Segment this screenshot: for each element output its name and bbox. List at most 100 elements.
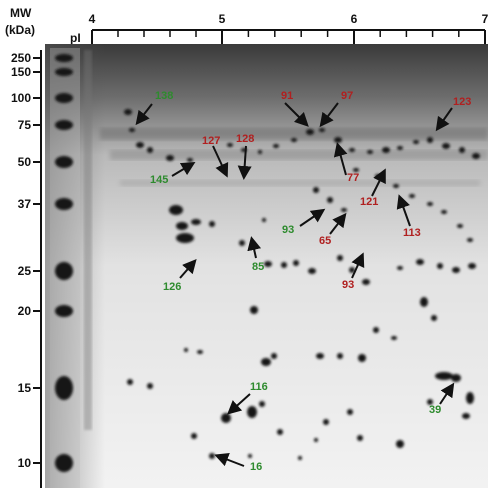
protein-spot — [248, 454, 252, 458]
protein-spot — [347, 409, 353, 415]
protein-spot — [349, 148, 355, 152]
spot-number-label: 91 — [281, 90, 293, 102]
protein-spot — [397, 146, 403, 150]
spot-number-label: 39 — [429, 404, 441, 416]
protein-spot — [362, 279, 370, 285]
protein-spot — [451, 374, 461, 382]
protein-spot — [427, 399, 433, 405]
protein-spot — [413, 140, 419, 144]
spot-number-label: 97 — [341, 90, 353, 102]
spot-number-label: 138 — [155, 90, 173, 102]
annotation-arrow — [319, 102, 339, 128]
spot-number-label: 126 — [163, 281, 181, 293]
protein-spot — [239, 240, 245, 246]
mw-tick-label: 50 — [18, 155, 32, 169]
marker-band — [55, 262, 73, 280]
annotation-arrow — [333, 142, 348, 176]
protein-spot — [291, 138, 297, 142]
marker-band — [55, 93, 73, 103]
pi-tick-label: 5 — [219, 12, 226, 26]
protein-spot — [169, 205, 183, 215]
protein-spot — [258, 150, 262, 154]
protein-spot — [166, 155, 174, 161]
annotation-arrow — [247, 236, 262, 259]
protein-spot — [264, 261, 272, 267]
protein-spot — [261, 358, 271, 366]
protein-spot — [319, 128, 325, 132]
mw-tick-label: 25 — [18, 264, 32, 278]
protein-spot — [227, 143, 233, 147]
annotation-arrow — [237, 145, 252, 180]
mw-axis-title: MW — [10, 6, 32, 20]
protein-spot — [393, 184, 399, 188]
protein-spot — [435, 372, 453, 380]
protein-spot — [127, 379, 133, 385]
molecular-weight-marker-lane — [50, 48, 80, 488]
spot-number-label: 16 — [250, 461, 262, 473]
protein-spot — [308, 268, 316, 274]
spot-number-label: 123 — [453, 96, 471, 108]
annotation-arrow — [351, 252, 365, 279]
marker-band — [55, 376, 73, 400]
protein-spot — [457, 224, 463, 228]
spot-number-label: 127 — [202, 135, 220, 147]
pi-tick-label: 4 — [89, 12, 96, 26]
protein-spot — [124, 109, 132, 115]
protein-spot — [437, 263, 443, 269]
protein-spot — [472, 153, 480, 159]
pi-tick-label: 7 — [482, 12, 488, 26]
spot-number-label: 116 — [250, 381, 268, 393]
protein-spot — [468, 263, 476, 269]
spot-number-label: 65 — [319, 235, 331, 247]
protein-spot — [358, 354, 366, 362]
protein-spot — [147, 147, 153, 153]
protein-spot — [431, 315, 437, 321]
marker-band — [55, 68, 73, 76]
mw-tick-label: 100 — [11, 91, 31, 105]
protein-spot — [341, 208, 347, 212]
protein-spot — [250, 306, 258, 314]
annotation-arrow — [435, 107, 453, 132]
protein-spot — [176, 233, 194, 243]
protein-spot — [467, 238, 473, 242]
spot-number-label: 93 — [342, 279, 354, 291]
protein-spot — [459, 147, 465, 153]
pi-axis-title: pI — [70, 31, 81, 45]
spot-number-label: 93 — [282, 224, 294, 236]
protein-spot — [247, 406, 257, 418]
protein-spot — [382, 147, 390, 153]
spot-number-label: 145 — [150, 174, 168, 186]
protein-spot — [452, 267, 460, 273]
spot-number-label: 128 — [236, 133, 254, 145]
mw-axis-unit: (kDa) — [5, 23, 35, 37]
protein-spot — [462, 413, 470, 419]
protein-spot — [298, 456, 302, 460]
marker-band — [55, 54, 73, 62]
spot-number-label: 77 — [347, 172, 359, 184]
annotation-arrow — [284, 102, 309, 127]
protein-spot — [420, 297, 428, 307]
protein-spot — [184, 348, 188, 352]
protein-spot — [396, 440, 404, 448]
spot-number-label: 113 — [403, 227, 421, 239]
protein-spot — [187, 158, 193, 162]
protein-spot — [349, 267, 355, 273]
annotation-arrow — [227, 393, 251, 415]
protein-spot — [442, 143, 450, 149]
mw-tick-label: 75 — [18, 118, 32, 132]
gel-image — [45, 44, 488, 488]
annotation-arrow — [214, 453, 245, 467]
mw-tick-label: 150 — [11, 65, 31, 79]
protein-spot — [136, 142, 144, 148]
protein-spot — [197, 350, 203, 354]
protein-spot — [191, 219, 201, 225]
annotation-arrow — [212, 145, 229, 178]
protein-spot — [313, 187, 319, 193]
protein-spot — [337, 255, 343, 261]
protein-spot — [271, 353, 277, 359]
mw-tick-label: 10 — [18, 456, 32, 470]
protein-spot — [314, 438, 318, 442]
protein-spot — [306, 129, 314, 135]
protein-spot — [397, 266, 403, 270]
